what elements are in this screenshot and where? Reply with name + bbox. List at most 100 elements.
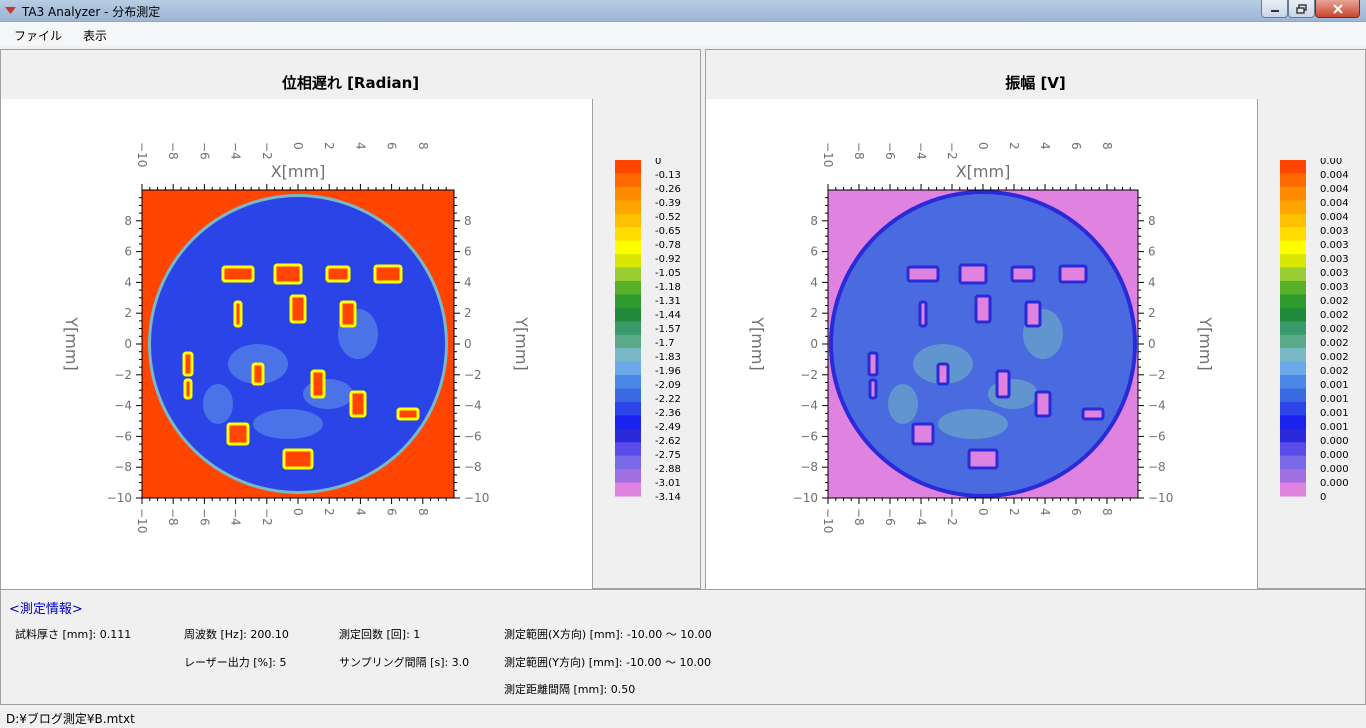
y-tick-right: −8 xyxy=(1148,460,1166,474)
phase-colorbar: 0 -0.13 -0.26 -0.39 -0.52 -0.65 -0.78 -0.92 -1.0… xyxy=(615,158,681,503)
colorbar-label: 0 xyxy=(1320,492,1326,503)
x-tick-bottom: −10 xyxy=(821,508,835,533)
y-tick-left: 0 xyxy=(810,337,818,351)
menu-bar: ファイル 表示 xyxy=(0,22,1366,46)
colorbar-swatch xyxy=(1280,361,1306,376)
x-tick-bottom: 2 xyxy=(322,508,336,516)
phase-panel-title: 位相遅れ [Radian] xyxy=(281,74,420,92)
colorbar-swatch xyxy=(1280,455,1306,470)
colorbar-label: -1.57 xyxy=(655,324,681,335)
restore-icon xyxy=(1295,3,1307,14)
x-tick-bottom: 6 xyxy=(1069,508,1083,516)
menu-view[interactable]: 表示 xyxy=(83,29,108,43)
y-tick-right: −6 xyxy=(1148,429,1166,443)
y-tick-right: 6 xyxy=(1148,245,1156,259)
phase-contour-plot[interactable]: −10−10−10 −10−8−8−8 −8−6−6−6 −6−4−4−4 −4−2−2… xyxy=(1,99,593,589)
x-tick-top: −4 xyxy=(914,142,928,160)
colorbar-swatch xyxy=(615,401,641,416)
axis-ticks: −10−10−10 −10−8−8−8 −8−6−6−6 −6−4−4−4 −4−2−2… xyxy=(107,142,490,533)
info-frequency: 周波数 [Hz]: 200.10 xyxy=(184,628,289,641)
colorbar-label: -1.05 xyxy=(655,268,681,279)
colorbar-swatch xyxy=(615,267,641,282)
amplitude-colorbar: 0.00 0.004 0.004 0.004 0.004 0.003 0.003 0.003 0… xyxy=(1280,158,1349,503)
maximize-button[interactable] xyxy=(1288,0,1315,18)
colorbar-swatch xyxy=(1280,415,1306,430)
colorbar-swatch xyxy=(615,200,641,215)
x-tick-bottom: −10 xyxy=(135,508,149,533)
x-tick-top: 2 xyxy=(322,142,336,150)
y-axis-label-left: Y[mm] xyxy=(62,316,81,370)
info-sampling: サンプリング間隔 [s]: 3.0 xyxy=(339,656,470,669)
x-tick-top: 8 xyxy=(416,142,430,150)
x-tick-bottom: 4 xyxy=(353,508,367,516)
y-tick-left: 2 xyxy=(810,306,818,320)
colorbar-label: 0 xyxy=(655,158,661,167)
colorbar-label: 0.004 xyxy=(1320,212,1349,223)
y-tick-right: 8 xyxy=(464,214,472,228)
colorbar-label: -1.31 xyxy=(655,296,681,307)
contour-map xyxy=(148,194,448,494)
y-tick-right: −2 xyxy=(1148,368,1166,382)
contour-map xyxy=(829,190,1137,498)
y-tick-right: 4 xyxy=(464,275,472,289)
y-tick-right: 0 xyxy=(1148,337,1156,351)
y-tick-left: −8 xyxy=(800,460,818,474)
menu-file[interactable]: ファイル xyxy=(14,29,63,43)
y-tick-right: 8 xyxy=(1148,214,1156,228)
x-tick-bottom: −8 xyxy=(852,508,866,526)
amplitude-panel: 振幅 [V] −10 −10 −10 −10 −8 −8 −8 −8 −6 −6 −6 −6 −4 −4−… xyxy=(705,49,1366,589)
x-tick-bottom: 4 xyxy=(1038,508,1052,516)
y-tick-right: −2 xyxy=(464,368,482,382)
colorbar-swatch xyxy=(1280,200,1306,215)
colorbar-swatch xyxy=(615,334,641,349)
colorbar-label: 0.003 xyxy=(1320,254,1349,265)
y-tick-right: 4 xyxy=(1148,275,1156,289)
y-tick-left: −10 xyxy=(107,491,132,505)
minimize-button[interactable] xyxy=(1261,0,1288,18)
amplitude-plot-area: −10 −10 −10 −10 −8 −8 −8 −8 −6 −6 −6 −6 −4 −4 −4 −4 −2 −2… xyxy=(706,99,1258,589)
status-file-path: D:¥ブログ測定¥B.mtxt xyxy=(6,712,135,726)
x-tick-bottom: −2 xyxy=(260,508,274,526)
colorbar-label: 0.000 xyxy=(1320,450,1349,461)
colorbar-swatch xyxy=(1280,240,1306,255)
colorbar-label: 0.002 xyxy=(1320,296,1349,307)
y-tick-left: −2 xyxy=(800,368,818,382)
x-tick-top: −6 xyxy=(197,142,211,160)
amplitude-contour-plot[interactable]: −10−10−10 −10−8−8−8 −8−6−6−6 −6−4−4−4 −4−2−2… xyxy=(706,99,1258,589)
x-tick-top: −8 xyxy=(852,142,866,160)
measurement-info-panel: <測定情報> 試料厚さ [mm]: 0.111 周波数 [Hz]: 200.10… xyxy=(0,589,1366,705)
x-tick-bottom: 0 xyxy=(976,508,990,516)
colorbar-label: 0.003 xyxy=(1320,226,1349,237)
colorbar-label: 0.00 xyxy=(1320,158,1342,167)
colorbar-label: -2.62 xyxy=(655,436,681,447)
y-tick-left: 8 xyxy=(810,214,818,228)
colorbar-label: 0.000 xyxy=(1320,478,1349,489)
colorbar-swatch xyxy=(1280,227,1306,242)
y-tick-right: −4 xyxy=(1148,399,1166,413)
title-bar: TA3 Analyzer - 分布測定 xyxy=(0,0,1366,22)
y-tick-right: −10 xyxy=(1148,491,1173,505)
colorbar-swatch xyxy=(1280,428,1306,443)
y-tick-right: 0 xyxy=(464,337,472,351)
colorbar-label: -3.14 xyxy=(655,492,681,503)
colorbar-label: -2.49 xyxy=(655,422,681,433)
close-button[interactable] xyxy=(1315,0,1360,18)
close-icon xyxy=(1332,3,1343,14)
colorbar-swatch xyxy=(1280,173,1306,188)
colorbar-swatch xyxy=(615,375,641,389)
y-tick-left: 0 xyxy=(124,337,132,351)
colorbar-swatch xyxy=(1280,267,1306,282)
amplitude-panel-title: 振幅 [V] xyxy=(1005,74,1066,92)
colorbar-label: 0.002 xyxy=(1320,324,1349,335)
colorbar-label: 0.002 xyxy=(1320,338,1349,349)
x-tick-top: 8 xyxy=(1100,142,1114,150)
colorbar-swatch xyxy=(1280,160,1306,174)
colorbar-swatch xyxy=(615,348,641,363)
colorbar-swatch xyxy=(615,173,641,188)
window-title: TA3 Analyzer - 分布測定 xyxy=(22,5,161,19)
y-tick-right: 2 xyxy=(1148,306,1156,320)
y-tick-left: 4 xyxy=(810,275,818,289)
colorbar-label: -0.13 xyxy=(655,170,681,181)
y-tick-right: −8 xyxy=(464,460,482,474)
